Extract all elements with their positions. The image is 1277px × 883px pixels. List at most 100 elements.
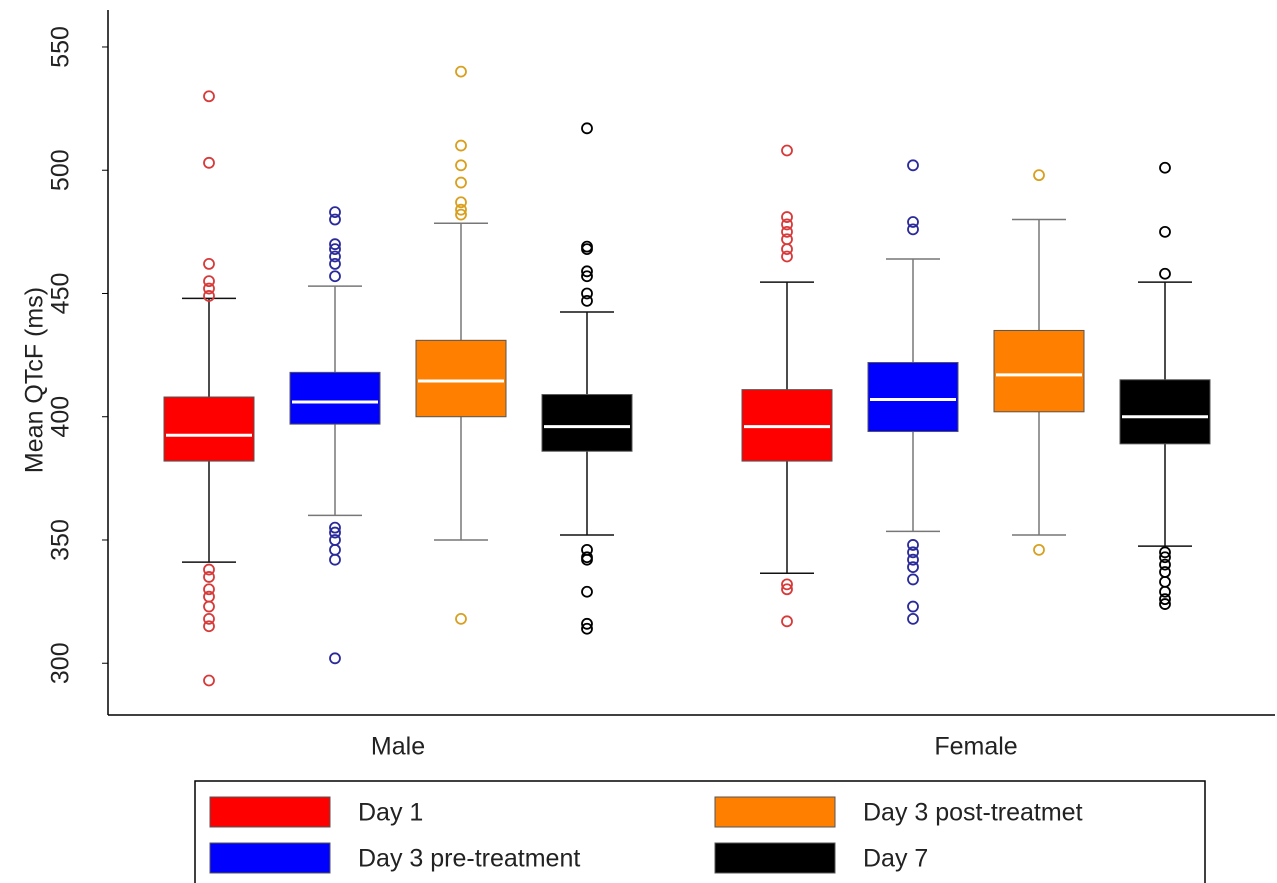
outlier (203, 612, 215, 625)
outlier (203, 282, 215, 295)
outlier (581, 585, 593, 598)
outlier (1159, 225, 1171, 238)
outlier (581, 265, 593, 278)
y-tick-label: 350 (47, 519, 75, 561)
outlier (581, 270, 593, 283)
box (163, 396, 255, 462)
box (1119, 379, 1211, 445)
y-tick-label: 500 (47, 149, 75, 191)
outlier (907, 553, 919, 566)
outlier (203, 290, 215, 302)
outlier (781, 583, 793, 596)
outlier (329, 521, 341, 534)
outlier (907, 216, 919, 228)
outlier (329, 206, 341, 219)
outlier (455, 196, 467, 209)
outlier (1033, 169, 1045, 182)
outlier (203, 257, 215, 270)
outlier (907, 159, 919, 172)
outlier (1033, 543, 1045, 556)
outlier (907, 223, 919, 236)
outlier (455, 65, 467, 78)
outlier (1159, 593, 1171, 606)
box (867, 362, 959, 433)
y-tick-label: 400 (47, 396, 75, 438)
outlier (781, 250, 793, 263)
outlier (781, 578, 793, 591)
legend-swatch (714, 796, 836, 828)
outlier (329, 243, 341, 256)
box (415, 339, 507, 418)
outlier (781, 218, 793, 231)
legend-label: Day 3 post-treatmet (863, 799, 1083, 827)
outlier (329, 526, 341, 539)
box (993, 329, 1085, 413)
legend-frame (194, 780, 1206, 883)
outlier (455, 208, 467, 221)
outlier (329, 238, 341, 251)
outlier (329, 652, 341, 665)
box (541, 394, 633, 452)
outlier (329, 543, 341, 556)
outlier (581, 553, 593, 566)
outlier (781, 615, 793, 628)
outlier (203, 674, 215, 687)
y-tick-label: 550 (47, 26, 75, 68)
outlier (203, 600, 215, 613)
x-tick-label: Female (934, 733, 1017, 761)
outlier (581, 622, 593, 635)
outlier (203, 583, 215, 596)
outlier (907, 612, 919, 625)
outlier (203, 563, 215, 576)
legend-swatch (209, 796, 331, 828)
y-axis-label: Mean QTcF (ms) (21, 287, 49, 473)
outlier (1159, 585, 1171, 598)
outlier (329, 553, 341, 566)
outlier (907, 600, 919, 613)
outlier (781, 243, 793, 256)
outlier (781, 211, 793, 223)
outlier (781, 225, 793, 238)
outlier (581, 243, 593, 256)
legend-label: Day 3 pre-treatment (358, 845, 580, 873)
outlier (455, 203, 467, 216)
outlier (455, 612, 467, 625)
outlier (203, 275, 215, 288)
outlier (781, 144, 793, 157)
outlier (455, 139, 467, 152)
outlier (329, 270, 341, 283)
outlier (907, 561, 919, 573)
outlier (329, 257, 341, 270)
legend-swatch (209, 842, 331, 874)
legend-label: Day 1 (358, 799, 423, 827)
box (289, 371, 381, 425)
outlier (1159, 267, 1171, 280)
outlier (329, 213, 341, 226)
outlier (581, 617, 593, 630)
outlier (1159, 546, 1171, 559)
outlier (203, 620, 215, 633)
outlier (1159, 551, 1171, 564)
outlier (581, 287, 593, 300)
outlier (455, 159, 467, 172)
outlier (907, 546, 919, 559)
outlier (1159, 575, 1171, 588)
outlier (329, 534, 341, 546)
y-tick-label: 450 (47, 273, 75, 315)
legend-label: Day 7 (863, 845, 928, 873)
outlier (203, 156, 215, 169)
outlier (203, 590, 215, 603)
outlier (455, 176, 467, 189)
outlier (781, 233, 793, 246)
outlier (203, 90, 215, 103)
x-tick-label: Male (371, 733, 425, 761)
outlier (1159, 598, 1171, 610)
y-tick-label: 300 (47, 642, 75, 684)
outlier (1159, 558, 1171, 571)
outlier (1159, 161, 1171, 174)
legend-swatch (714, 842, 836, 874)
outlier (907, 539, 919, 551)
outlier (329, 250, 341, 263)
outlier (581, 122, 593, 135)
